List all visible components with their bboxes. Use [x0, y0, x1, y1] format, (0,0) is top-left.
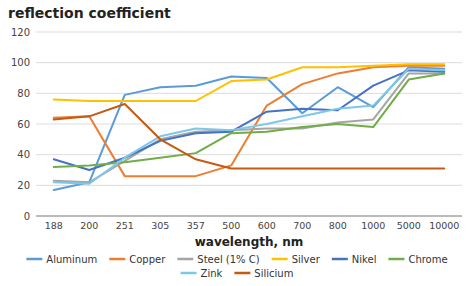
legend-item: Silicium	[234, 268, 293, 279]
chart: reflection coefficient Aluminum Copper Stee…	[0, 0, 474, 286]
y-tick-label: 40	[17, 149, 30, 160]
x-tick-label: 200	[80, 220, 98, 231]
grid-line	[36, 216, 462, 217]
grid-line	[36, 32, 462, 33]
x-tick-label: 251	[116, 220, 134, 231]
x-tick-label: 1000	[361, 220, 385, 231]
x-tick-label: 357	[187, 220, 205, 231]
legend-label: Silver	[292, 254, 321, 265]
series-line	[54, 67, 445, 190]
legend-item: Silver	[272, 254, 321, 265]
series-line	[54, 66, 445, 176]
y-tick-label: 80	[17, 88, 30, 99]
series-line	[54, 104, 445, 168]
x-tick-label: 188	[45, 220, 63, 231]
legend-swatch	[388, 258, 404, 261]
legend-swatch	[272, 258, 288, 261]
x-tick-label: 600	[258, 220, 276, 231]
grid-line	[36, 185, 462, 186]
grid-line	[36, 62, 462, 63]
x-tick-label: 10000	[429, 220, 459, 231]
legend-item: Aluminum	[26, 254, 97, 265]
y-tick-label: 60	[17, 119, 30, 130]
legend-label: Silicium	[254, 268, 293, 279]
legend-label: Chrome	[408, 254, 447, 265]
series-line	[54, 64, 445, 101]
series-line	[54, 69, 445, 184]
y-tick-label: 0	[24, 211, 30, 222]
series-line	[54, 73, 445, 167]
legend-swatch	[177, 258, 193, 261]
legend-swatch	[234, 272, 250, 275]
legend: Aluminum Copper Steel (1% C) Silver Nikel Chr…	[26, 254, 447, 279]
series-line	[54, 70, 445, 170]
legend-item: Steel (1% C)	[177, 254, 259, 265]
x-axis-line	[36, 216, 462, 217]
title: reflection coefficient	[8, 5, 171, 21]
x-tick-label: 700	[293, 220, 311, 231]
grid	[36, 32, 462, 216]
legend-item: Zink	[181, 268, 223, 279]
legend-swatch	[109, 258, 125, 261]
y-tick-label: 100	[11, 57, 30, 68]
grid-line	[36, 124, 462, 125]
legend-item: Copper	[109, 254, 166, 265]
legend-label: Zink	[201, 268, 223, 279]
legend-swatch	[332, 258, 348, 261]
x-tick-label: 5000	[397, 220, 421, 231]
series-group	[54, 64, 445, 190]
legend-label: Copper	[129, 254, 166, 265]
x-tick-label: 800	[329, 220, 347, 231]
x-tick-label: 500	[222, 220, 240, 231]
legend-swatch	[181, 272, 197, 275]
y-tick-label: 20	[17, 180, 30, 191]
x-tick-label: 305	[151, 220, 169, 231]
legend-label: Aluminum	[46, 254, 97, 265]
legend-label: Steel (1% C)	[197, 254, 259, 265]
legend-swatch	[26, 258, 42, 261]
y-tick-label: 120	[11, 27, 30, 38]
x-axis-label: wavelength, nm	[195, 235, 304, 249]
legend-item: Nikel	[332, 254, 377, 265]
legend-item: Chrome	[388, 254, 447, 265]
legend-label: Nikel	[352, 254, 377, 265]
